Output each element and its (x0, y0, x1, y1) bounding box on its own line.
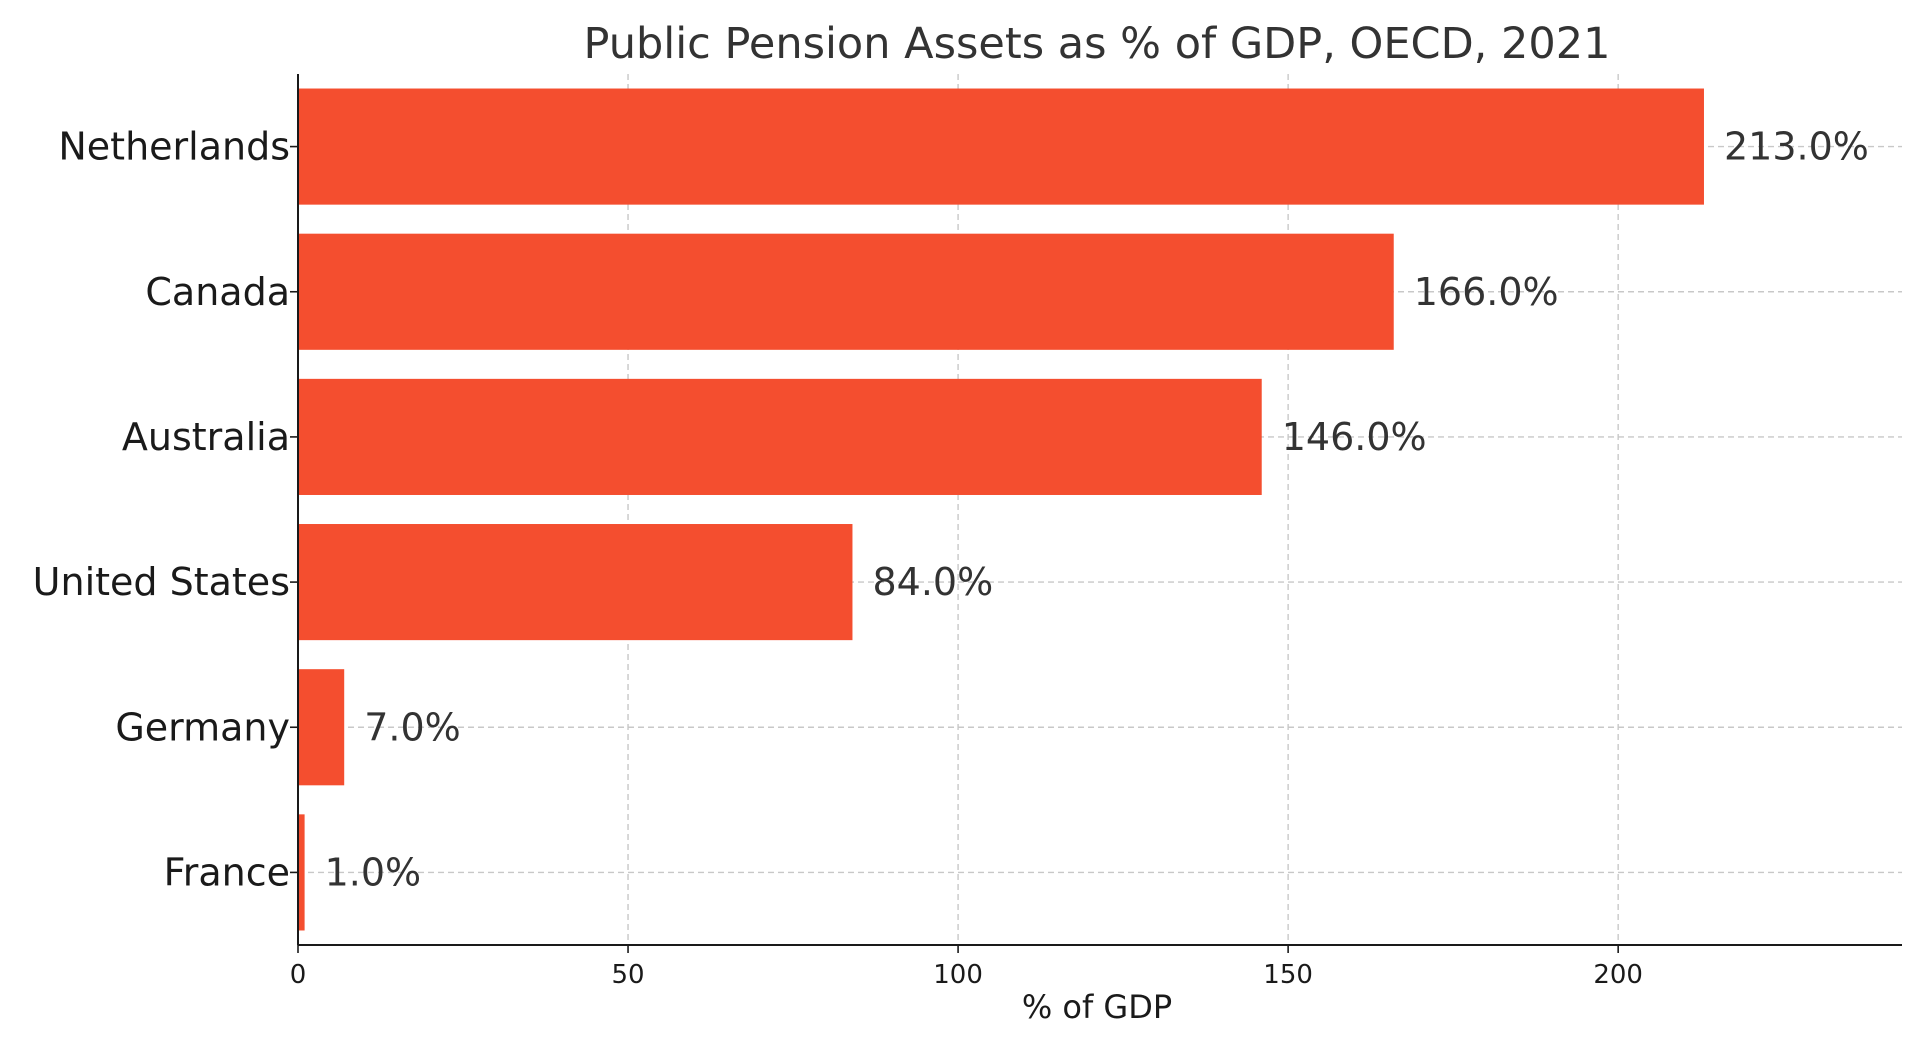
x-tick-label: 150 (1263, 960, 1313, 990)
bars-layer (298, 88, 1704, 931)
bar-netherlands (298, 88, 1704, 205)
data-label: 146.0% (1282, 415, 1427, 459)
data-label: 84.0% (872, 560, 993, 604)
x-axis-title: % of GDP (1022, 988, 1172, 1026)
labels-layer: Netherlands 213.0% Canada 166.0% Australia 14… (33, 125, 1869, 990)
category-label: United States (33, 560, 290, 604)
category-label: Netherlands (58, 125, 290, 169)
category-label: Germany (115, 705, 290, 749)
bar-germany (298, 669, 345, 786)
bar-france (298, 814, 305, 931)
chart-title: Public Pension Assets as % of GDP, OECD,… (584, 19, 1611, 69)
data-label: 166.0% (1414, 270, 1559, 314)
category-label: Canada (145, 270, 290, 314)
data-label: 1.0% (325, 850, 422, 894)
bar-united-states (298, 524, 853, 641)
category-label: Australia (122, 415, 290, 459)
x-tick-label: 50 (611, 960, 644, 990)
axes-layer (290, 74, 1902, 953)
x-tick-label: 0 (290, 960, 307, 990)
x-tick-label: 100 (933, 960, 983, 990)
bar-canada (298, 233, 1394, 350)
bar-australia (298, 378, 1262, 495)
x-tick-label: 200 (1593, 960, 1643, 990)
data-label: 7.0% (364, 705, 461, 749)
category-label: France (164, 850, 290, 894)
data-label: 213.0% (1724, 125, 1869, 169)
